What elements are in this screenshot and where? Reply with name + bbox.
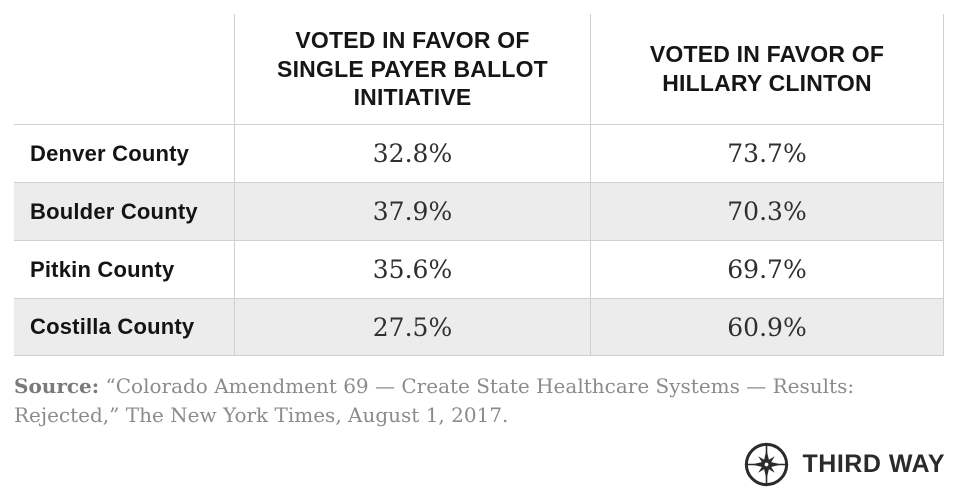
vote-table: VOTED IN FAVOR OF SINGLE PAYER BALLOT IN… bbox=[14, 14, 944, 356]
clinton-value: 60.9% bbox=[590, 299, 944, 355]
county-name: Denver County bbox=[30, 140, 190, 166]
source-text: “Colorado Amendment 69 — Create State He… bbox=[14, 374, 855, 427]
header-hillary-clinton: VOTED IN FAVOR OF HILLARY CLINTON bbox=[590, 14, 944, 124]
single-payer-value: 32.8% bbox=[234, 125, 590, 182]
clinton-value: 73.7% bbox=[590, 125, 944, 182]
table-row: Denver County 32.8% 73.7% bbox=[14, 124, 944, 182]
table-row: Boulder County 37.9% 70.3% bbox=[14, 182, 944, 240]
clinton-value: 69.7% bbox=[590, 241, 944, 298]
logo-wordmark: THIRD WAY bbox=[802, 449, 945, 478]
table-row: Costilla County 27.5% 60.9% bbox=[14, 298, 944, 356]
header-single-payer: VOTED IN FAVOR OF SINGLE PAYER BALLOT IN… bbox=[234, 14, 590, 124]
table-row: Pitkin County 35.6% 69.7% bbox=[14, 240, 944, 298]
third-way-logo: THIRD WAY bbox=[743, 440, 945, 488]
source-citation: Source: “Colorado Amendment 69 — Create … bbox=[14, 372, 864, 430]
county-name: Pitkin County bbox=[30, 256, 175, 282]
county-name: Boulder County bbox=[14, 183, 234, 240]
clinton-value: 70.3% bbox=[590, 183, 944, 240]
table-header-row: VOTED IN FAVOR OF SINGLE PAYER BALLOT IN… bbox=[14, 14, 944, 124]
single-payer-value: 35.6% bbox=[234, 241, 590, 298]
header-empty bbox=[14, 14, 234, 124]
county-name: Costilla County bbox=[14, 299, 234, 355]
single-payer-value: 37.9% bbox=[234, 183, 590, 240]
compass-icon bbox=[744, 442, 788, 486]
source-label: Source: bbox=[14, 374, 100, 398]
single-payer-value: 27.5% bbox=[234, 299, 590, 355]
